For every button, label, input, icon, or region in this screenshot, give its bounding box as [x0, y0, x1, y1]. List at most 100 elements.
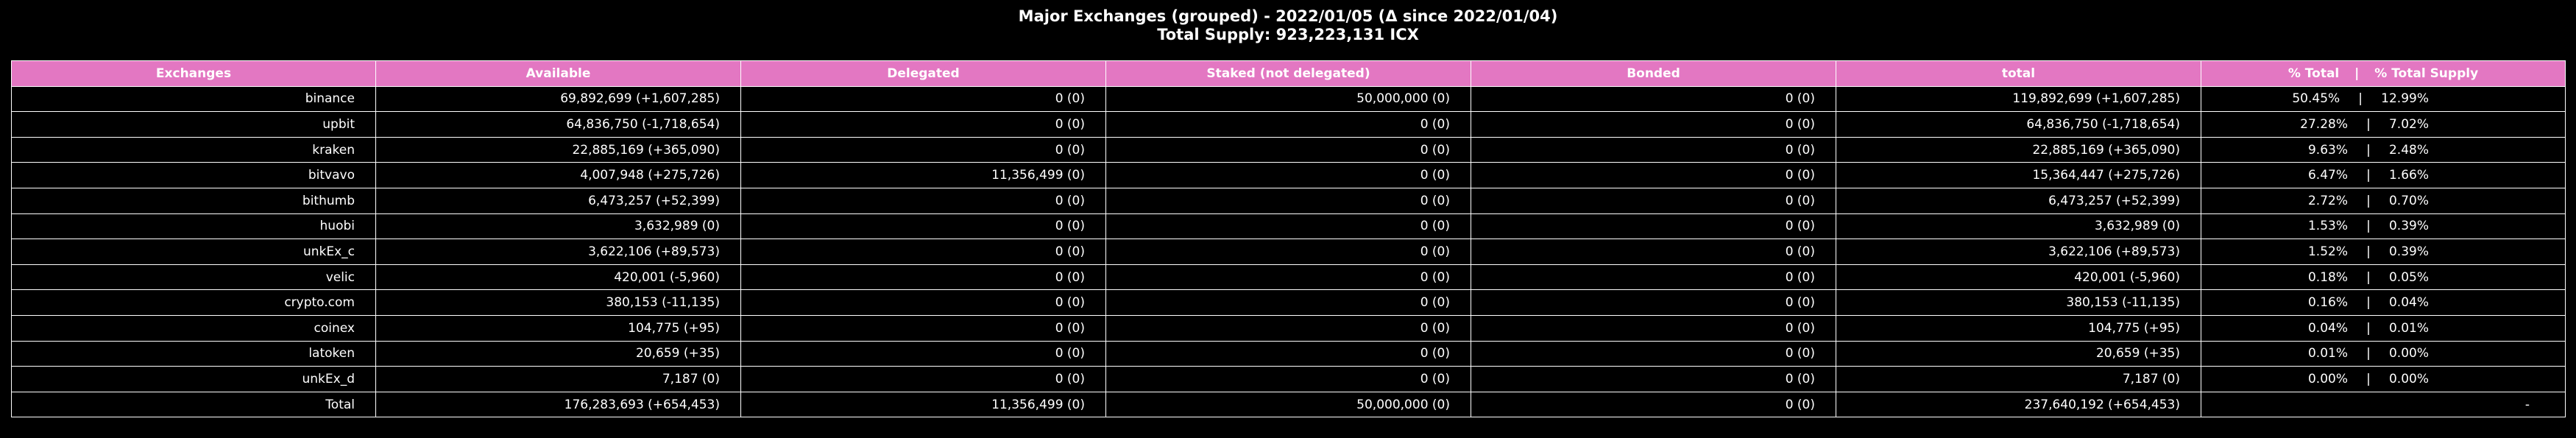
cell-total: 15,364,447 (+275,726) — [1836, 162, 2201, 188]
cell-available: 420,001 (-5,960) — [375, 264, 741, 291]
table-row: velic 420,001 (-5,960) 0 (0) 0 (0) 0 (0) 420,… — [11, 264, 2566, 291]
cell-delegated: 11,356,499 (0) — [740, 162, 1106, 188]
cell-bonded: 0 (0) — [1471, 366, 1836, 392]
cell-exchange: unkEx_c — [11, 239, 376, 265]
cell-staked: 0 (0) — [1105, 366, 1471, 392]
cell-exchange: unkEx_d — [11, 366, 376, 392]
cell-percent: 27.28% | 7.02% — [2201, 111, 2566, 138]
cell-staked: 0 (0) — [1105, 314, 1471, 342]
cell-exchange: crypto.com — [11, 289, 376, 316]
cell-total: 7,187 (0) — [1836, 366, 2201, 392]
total-percent: - — [2201, 391, 2566, 418]
cell-bonded: 0 (0) — [1471, 162, 1836, 188]
cell-percent: 0.16% | 0.04% — [2201, 289, 2566, 316]
cell-percent: 1.53% | 0.39% — [2201, 213, 2566, 240]
cell-delegated: 0 (0) — [740, 85, 1106, 113]
cell-total: 3,632,989 (0) — [1836, 213, 2201, 240]
cell-pct-supply: 0.01% — [2388, 320, 2429, 336]
cell-bonded: 0 (0) — [1471, 314, 1836, 342]
cell-available: 380,153 (-11,135) — [375, 289, 741, 316]
total-available: 176,283,693 (+654,453) — [375, 391, 741, 418]
cell-total: 420,001 (-5,960) — [1836, 264, 2201, 291]
chart-title-line2: Total Supply: 923,223,131 ICX — [1157, 26, 1419, 43]
cell-percent: 6.47% | 1.66% — [2201, 162, 2566, 188]
table-row: kraken 22,885,169 (+365,090) 0 (0) 0 (0) 0 (… — [11, 136, 2566, 163]
cell-pct-separator: | — [2366, 219, 2371, 234]
table-row: unkEx_c 3,622,106 (+89,573) 0 (0) 0 (0) 0 (0… — [11, 239, 2566, 265]
cell-pct-supply: 0.39% — [2388, 219, 2429, 234]
cell-pct-total: 0.16% — [2307, 295, 2348, 311]
cell-bonded: 0 (0) — [1471, 85, 1836, 113]
cell-percent: 2.72% | 0.70% — [2201, 187, 2566, 214]
cell-percent: 0.04% | 0.01% — [2201, 314, 2566, 342]
table-row: binance 69,892,699 (+1,607,285) 0 (0) 50,00… — [11, 85, 2566, 113]
table-row: bitvavo 4,007,948 (+275,726) 11,356,499 (0… — [11, 162, 2566, 188]
cell-pct-total: 1.52% — [2307, 244, 2348, 259]
cell-pct-separator: | — [2366, 269, 2371, 285]
cell-total: 20,659 (+35) — [1836, 340, 2201, 367]
cell-percent: 0.18% | 0.05% — [2201, 264, 2566, 291]
cell-exchange: huobi — [11, 213, 376, 240]
cell-pct-separator: | — [2366, 244, 2371, 259]
cell-pct-separator: | — [2366, 116, 2371, 132]
cell-available: 104,775 (+95) — [375, 314, 741, 342]
cell-pct-total: 2.72% — [2307, 193, 2348, 208]
cell-available: 22,885,169 (+365,090) — [375, 136, 741, 163]
cell-exchange: coinex — [11, 314, 376, 342]
cell-available: 69,892,699 (+1,607,285) — [375, 85, 741, 113]
total-delegated: 11,356,499 (0) — [740, 391, 1106, 418]
cell-pct-total: 0.04% — [2307, 320, 2348, 336]
table-header-row: Exchanges Available Delegated Staked (no… — [11, 60, 2566, 87]
cell-pct-total: 0.01% — [2307, 346, 2348, 361]
header-pct-separator: | — [2354, 66, 2360, 81]
cell-pct-total: 6.47% — [2307, 168, 2348, 183]
table-body: binance 69,892,699 (+1,607,285) 0 (0) 50,00… — [11, 85, 2566, 418]
total-staked: 50,000,000 (0) — [1105, 391, 1471, 418]
cell-total: 6,473,257 (+52,399) — [1836, 187, 2201, 214]
cell-available: 3,632,989 (0) — [375, 213, 741, 240]
table-row: huobi 3,632,989 (0) 0 (0) 0 (0) 0 (0) 3,632,9… — [11, 213, 2566, 240]
cell-percent: 1.52% | 0.39% — [2201, 239, 2566, 265]
table-row: unkEx_d 7,187 (0) 0 (0) 0 (0) 0 (0) 7,187 (0)… — [11, 366, 2566, 392]
cell-bonded: 0 (0) — [1471, 187, 1836, 214]
table-row: bithumb 6,473,257 (+52,399) 0 (0) 0 (0) 0 (0… — [11, 187, 2566, 214]
cell-delegated: 0 (0) — [740, 239, 1106, 265]
cell-pct-separator: | — [2358, 91, 2363, 107]
table-row: crypto.com 380,153 (-11,135) 0 (0) 0 (0) 0 (… — [11, 289, 2566, 316]
cell-exchange: upbit — [11, 111, 376, 138]
cell-bonded: 0 (0) — [1471, 111, 1836, 138]
cell-delegated: 0 (0) — [740, 136, 1106, 163]
cell-bonded: 0 (0) — [1471, 340, 1836, 367]
cell-staked: 0 (0) — [1105, 340, 1471, 367]
table-row: coinex 104,775 (+95) 0 (0) 0 (0) 0 (0) 104,77… — [11, 314, 2566, 342]
header-total: total — [1836, 60, 2201, 87]
cell-pct-total: 9.63% — [2307, 142, 2348, 158]
cell-exchange: binance — [11, 85, 376, 113]
header-percent: % Total | % Total Supply — [2201, 60, 2566, 87]
cell-delegated: 0 (0) — [740, 314, 1106, 342]
cell-staked: 0 (0) — [1105, 213, 1471, 240]
cell-delegated: 0 (0) — [740, 289, 1106, 316]
cell-delegated: 0 (0) — [740, 111, 1106, 138]
cell-pct-supply: 7.02% — [2388, 116, 2429, 132]
cell-pct-total: 50.45% — [2292, 91, 2340, 107]
cell-pct-supply: 0.39% — [2388, 244, 2429, 259]
cell-pct-separator: | — [2366, 320, 2371, 336]
cell-available: 64,836,750 (-1,718,654) — [375, 111, 741, 138]
chart-title: Major Exchanges (grouped) - 2022/01/05 (… — [0, 7, 2576, 44]
exchanges-table: Exchanges Available Delegated Staked (no… — [11, 60, 2566, 418]
cell-pct-supply: 0.05% — [2388, 269, 2429, 285]
cell-staked: 50,000,000 (0) — [1105, 85, 1471, 113]
cell-delegated: 0 (0) — [740, 264, 1106, 291]
header-bonded: Bonded — [1471, 60, 1836, 87]
cell-delegated: 0 (0) — [740, 213, 1106, 240]
cell-available: 4,007,948 (+275,726) — [375, 162, 741, 188]
cell-exchange: bitvavo — [11, 162, 376, 188]
cell-pct-supply: 1.66% — [2388, 168, 2429, 183]
cell-bonded: 0 (0) — [1471, 264, 1836, 291]
cell-available: 20,659 (+35) — [375, 340, 741, 367]
cell-exchange: velic — [11, 264, 376, 291]
cell-pct-separator: | — [2366, 142, 2371, 158]
cell-bonded: 0 (0) — [1471, 136, 1836, 163]
cell-total: 119,892,699 (+1,607,285) — [1836, 85, 2201, 113]
